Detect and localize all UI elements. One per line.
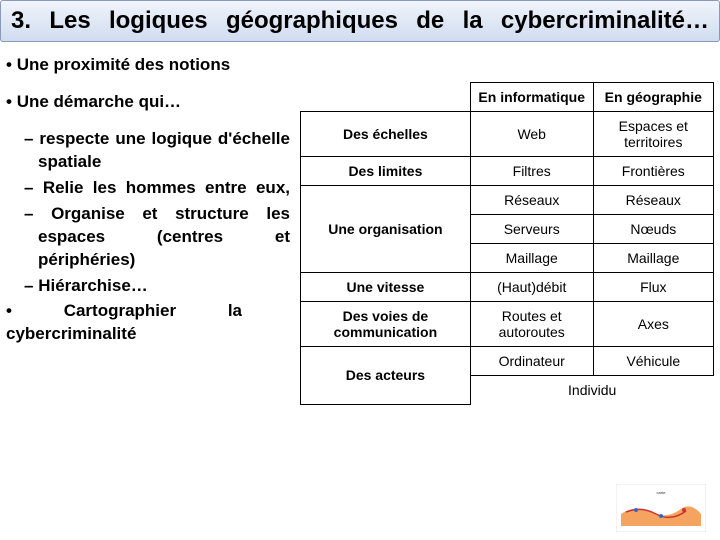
bullet-subitem: Relie les hommes entre eux, [6,177,290,200]
bullet-list: Une proximité des notions Une démarche q… [6,54,296,405]
table-cell: (Haut)débit [470,273,593,302]
table-cell: Frontières [593,157,713,186]
bullet-item: Cartographier la cybercriminalité [6,300,290,346]
table-rowlabel: Une organisation [301,186,471,273]
table-rowlabel: Des échelles [301,112,471,157]
table-cell: Web [470,112,593,157]
bullet-subitem: Hiérarchise… [6,275,290,298]
bullet-subitem: respecte une logique d'échelle spatiale [6,128,290,174]
table-rowlabel: Des acteurs [301,347,471,405]
table-rowlabel: Des voies de communication [301,302,471,347]
table-cell: Routes et autoroutes [470,302,593,347]
table-cell: Filtres [470,157,593,186]
table-cell: Axes [593,302,713,347]
table-cell: Individu [470,376,713,405]
slide-content: Une proximité des notions Une démarche q… [0,54,720,405]
bullet-item: Une proximité des notions [6,54,290,77]
table-header-cell: En informatique [470,83,593,112]
table-row: Des échelles Web Espaces et territoires [301,112,714,157]
comparison-table: En informatique En géographie Des échell… [300,82,714,405]
table-rowlabel: Des limites [301,157,471,186]
table-cell: Réseaux [470,186,593,215]
table-rowlabel: Une vitesse [301,273,471,302]
table-cell: Ordinateur [470,347,593,376]
table-cell: Réseaux [593,186,713,215]
bullet-item: Une démarche qui… [6,91,290,114]
table-header-row: En informatique En géographie [301,83,714,112]
footer-logo-icon: carte [616,484,706,532]
table-header-cell [301,83,471,112]
table-cell: Flux [593,273,713,302]
table-row: Des limites Filtres Frontières [301,157,714,186]
table-row: Des voies de communication Routes et aut… [301,302,714,347]
table-row: Des acteurs Ordinateur Véhicule [301,347,714,376]
slide-title: 3. Les logiques géographiques de la cybe… [0,0,720,42]
bullet-subitem: Organise et structure les espaces (centr… [6,203,290,272]
table-header-cell: En géographie [593,83,713,112]
table-cell: Véhicule [593,347,713,376]
table-row: Une organisation Réseaux Réseaux [301,186,714,215]
table-cell: Espaces et territoires [593,112,713,157]
svg-text:carte: carte [657,490,667,495]
table-cell: Serveurs [470,215,593,244]
table-row: Une vitesse (Haut)débit Flux [301,273,714,302]
table-cell: Maillage [593,244,713,273]
comparison-table-wrap: En informatique En géographie Des échell… [296,54,714,405]
table-cell: Nœuds [593,215,713,244]
table-cell: Maillage [470,244,593,273]
